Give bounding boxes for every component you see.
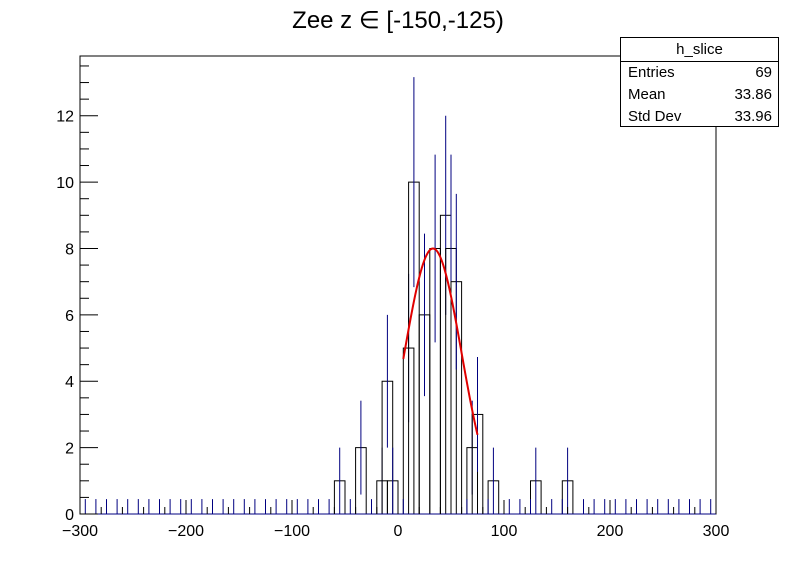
stats-value: 69 (755, 64, 772, 81)
y-tick-label: 2 (65, 441, 74, 458)
stats-box: h_slice Entries 69 Mean 33.86 Std Dev 33… (620, 37, 779, 127)
y-tick-label: 0 (65, 507, 74, 524)
stats-row-mean: Mean 33.86 (621, 84, 778, 106)
x-tick-label: −200 (168, 523, 204, 540)
y-tick-label: 10 (56, 175, 74, 192)
stats-label: Mean (628, 86, 666, 103)
y-tick-label: 8 (65, 241, 74, 258)
x-tick-label: −300 (62, 523, 98, 540)
y-tick-label: 4 (65, 374, 74, 391)
x-tick-label: 200 (597, 523, 624, 540)
fit-curve (402, 247, 479, 436)
stats-label: Entries (628, 64, 675, 81)
chart-title: Zee z ∈ [-150,-125) (292, 7, 504, 34)
stats-row-entries: Entries 69 (621, 62, 778, 84)
stats-label: Std Dev (628, 108, 682, 125)
x-tick-label: −100 (274, 523, 310, 540)
stats-value: 33.96 (734, 108, 772, 125)
y-tick-label: 12 (56, 109, 74, 126)
stats-histogram-name: h_slice (621, 38, 778, 62)
x-tick-label: 300 (703, 523, 730, 540)
gaussian-fit (402, 247, 479, 436)
histogram-bars (80, 77, 716, 515)
stats-value: 33.86 (734, 86, 772, 103)
y-tick-label: 6 (65, 308, 74, 325)
x-tick-label: 0 (394, 523, 403, 540)
x-tick-label: 100 (491, 523, 518, 540)
stats-row-stddev: Std Dev 33.96 (621, 106, 778, 128)
axes: −300 −200 −100 0 100 200 300 0 2 4 6 8 10 12 (56, 65, 730, 540)
